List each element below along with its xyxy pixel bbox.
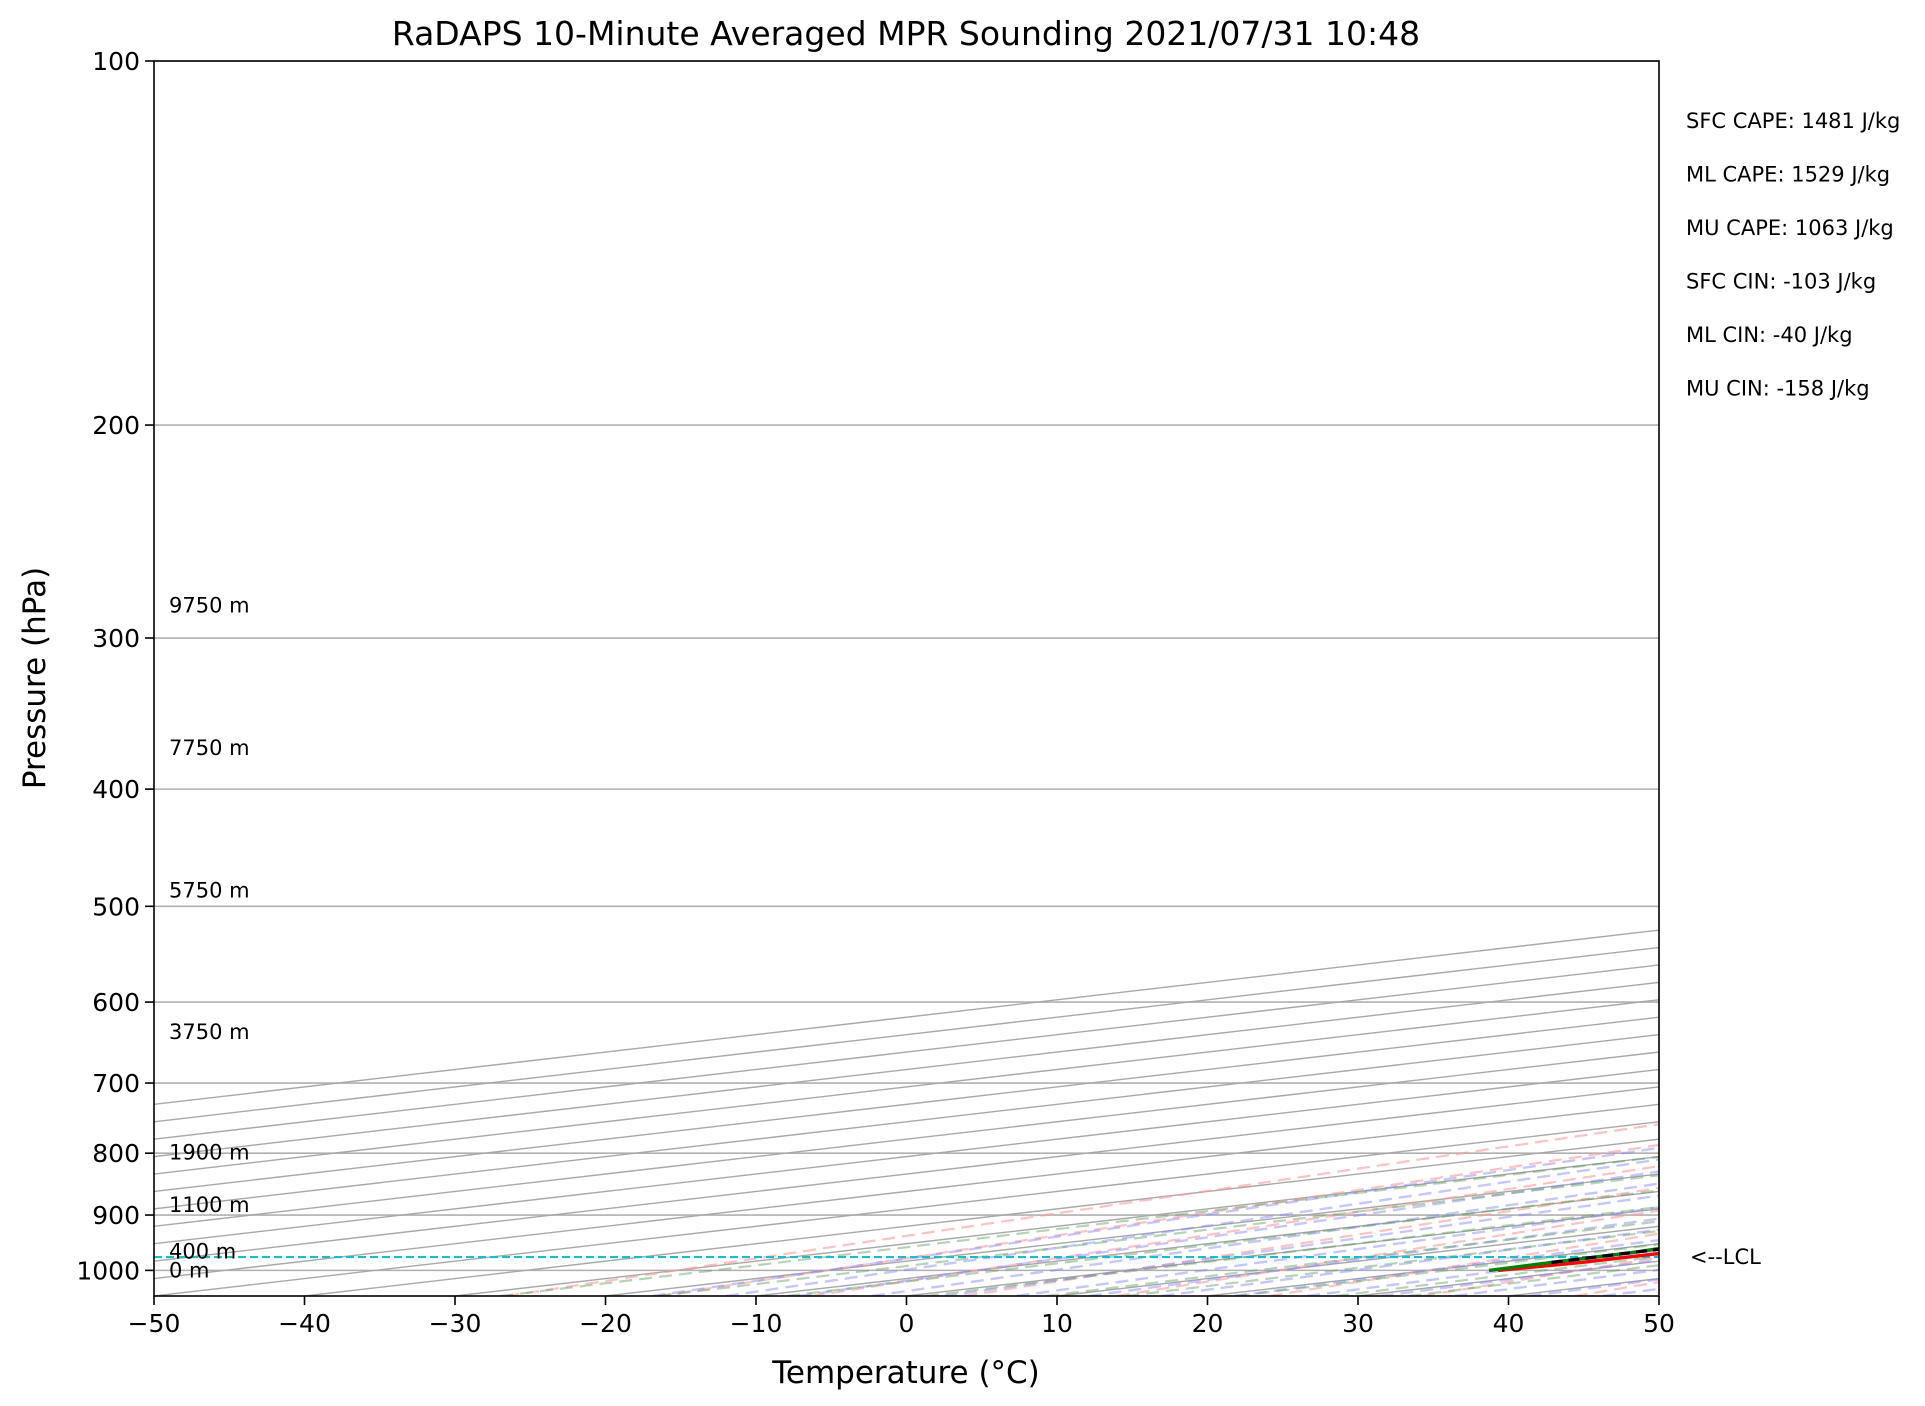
x-tick-label: 10 xyxy=(1041,1309,1073,1338)
isotherm-line xyxy=(154,1051,1659,1228)
height-label: 9750 m xyxy=(169,594,250,618)
y-tick-label: 900 xyxy=(92,1201,140,1230)
y-tick-label: 800 xyxy=(92,1139,140,1168)
height-label: 0 m xyxy=(169,1258,210,1282)
mixing-ratio-line xyxy=(500,1155,1659,1296)
height-label: 7750 m xyxy=(169,736,250,760)
x-tick-label: −50 xyxy=(128,1309,181,1338)
x-tick-label: −30 xyxy=(429,1309,482,1338)
stats-line: ML CIN: -40 J/kg xyxy=(1686,323,1853,347)
height-label: 400 m xyxy=(169,1240,236,1264)
y-axis-label: Pressure (hPa) xyxy=(17,567,53,789)
dry-adiabat-line xyxy=(811,1165,1659,1296)
y-tick-label: 200 xyxy=(92,411,140,440)
x-tick-label: −40 xyxy=(278,1309,331,1338)
isotherm-line xyxy=(154,1033,1659,1210)
mixing-ratio-line xyxy=(657,1174,1659,1296)
stats-line: SFC CAPE: 1481 J/kg xyxy=(1686,109,1900,133)
moist-adiabat-line xyxy=(1016,1206,1659,1296)
y-tick-label: 300 xyxy=(92,624,140,653)
height-labels: 9750 m 7750 m 5750 m 3750 m 1900 m 1100 m 400 … xyxy=(169,594,250,1283)
moist-adiabat-line xyxy=(798,1170,1659,1296)
moist-adiabat-line xyxy=(652,1146,1659,1296)
height-label: 5750 m xyxy=(169,878,250,902)
isotherm-line xyxy=(154,946,1659,1123)
y-axis-ticks: 100 200 300 400 500 600 700 800 900 1000 xyxy=(76,47,154,1285)
y-tick-label: 600 xyxy=(92,988,140,1017)
mixing-ratio-line xyxy=(1236,1243,1659,1296)
y-tick-label: 500 xyxy=(92,892,140,921)
dry-adiabat-line xyxy=(658,1143,1659,1296)
moist-adiabat-line xyxy=(871,1182,1659,1296)
stats-line: MU CAPE: 1063 J/kg xyxy=(1686,216,1894,240)
stats-line: MU CIN: -158 J/kg xyxy=(1686,377,1870,401)
x-axis-ticks: −50 −40 −30 −20 −10 0 10 20 30 40 50 xyxy=(128,1296,1675,1338)
x-tick-label: −20 xyxy=(579,1309,632,1338)
height-label: 1100 m xyxy=(169,1193,250,1217)
mixing-ratio-line xyxy=(1045,1220,1659,1296)
isotherm-line xyxy=(154,1068,1659,1245)
x-tick-label: 0 xyxy=(899,1309,915,1338)
x-tick-label: 20 xyxy=(1192,1309,1224,1338)
height-label: 1900 m xyxy=(169,1141,250,1165)
isotherm-line xyxy=(154,999,1659,1175)
chart-title: RaDAPS 10-Minute Averaged MPR Sounding 2… xyxy=(392,14,1420,53)
stats-line: SFC CIN: -103 J/kg xyxy=(1686,270,1876,294)
isotherm-line xyxy=(154,964,1659,1140)
x-tick-label: 30 xyxy=(1342,1309,1374,1338)
isotherm-line xyxy=(154,1086,1659,1262)
plot-area xyxy=(154,61,1659,1296)
x-tick-label: 40 xyxy=(1493,1309,1525,1338)
isotherm-line xyxy=(154,981,1659,1158)
y-tick-label: 400 xyxy=(92,775,140,804)
x-axis-label: Temperature (°C) xyxy=(771,1355,1040,1391)
y-tick-label: 1000 xyxy=(76,1256,140,1285)
x-tick-label: −10 xyxy=(730,1309,783,1338)
stability-stats: SFC CAPE: 1481 J/kg ML CAPE: 1529 J/kg MU … xyxy=(1686,109,1900,401)
isotherm-line xyxy=(154,929,1659,1106)
height-label: 3750 m xyxy=(169,1020,250,1044)
lcl-label: <--LCL xyxy=(1690,1245,1761,1269)
x-tick-label: 50 xyxy=(1643,1309,1675,1338)
isotherm-line xyxy=(154,1016,1659,1193)
stats-line: ML CAPE: 1529 J/kg xyxy=(1686,163,1890,187)
y-tick-label: 100 xyxy=(92,47,140,76)
y-tick-label: 700 xyxy=(92,1069,140,1098)
